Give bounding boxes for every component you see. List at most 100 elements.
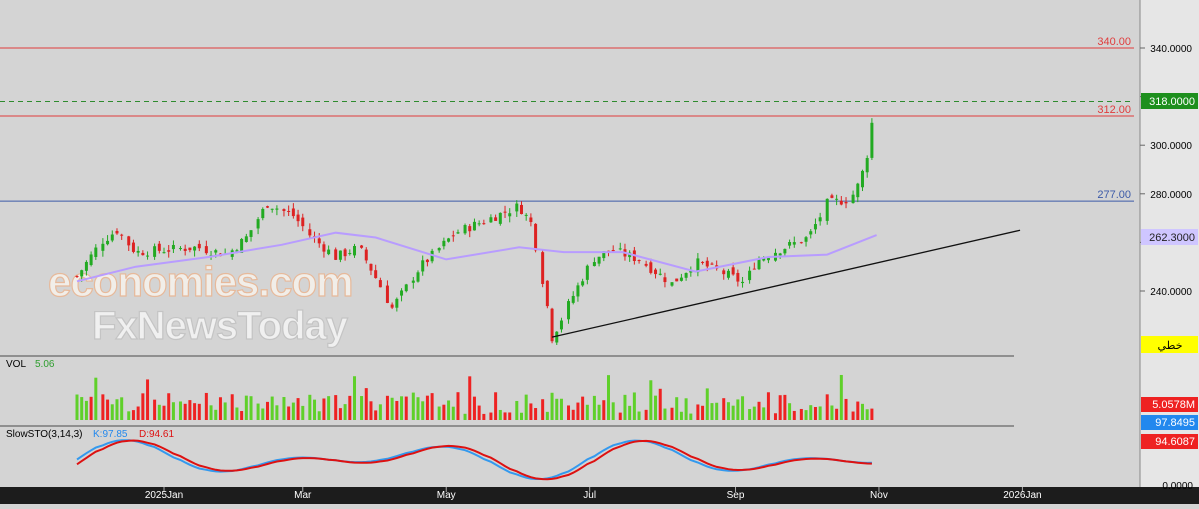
candle-body bbox=[378, 280, 382, 288]
candle-body bbox=[75, 275, 79, 277]
volume-bar bbox=[80, 397, 84, 420]
volume-bar bbox=[131, 410, 135, 420]
candle-body bbox=[106, 240, 110, 245]
volume-bar bbox=[670, 407, 674, 420]
volume-bar bbox=[265, 401, 269, 420]
candle-body bbox=[860, 170, 864, 188]
volume-bar bbox=[451, 406, 455, 420]
candle-body bbox=[404, 284, 408, 292]
volume-bar bbox=[472, 396, 476, 420]
volume-bar bbox=[715, 402, 719, 420]
candle-body bbox=[555, 331, 559, 343]
volume-bar bbox=[447, 400, 451, 420]
volume-bar bbox=[153, 399, 157, 420]
candle-body bbox=[675, 278, 679, 282]
candle-body bbox=[670, 282, 674, 286]
candle-body bbox=[171, 244, 175, 250]
time-tick-label: Jul bbox=[583, 490, 596, 501]
volume-bar bbox=[94, 377, 98, 420]
volume-bar bbox=[498, 409, 502, 420]
last-price-box bbox=[1141, 93, 1198, 109]
volume-bar bbox=[136, 406, 140, 420]
chart-type-badge[interactable] bbox=[1141, 336, 1198, 353]
volume-bar bbox=[607, 375, 610, 420]
candle-body bbox=[451, 235, 455, 237]
volume-bar bbox=[287, 406, 291, 420]
volume-last-label: 5.0578M bbox=[1152, 399, 1195, 411]
candle-body bbox=[385, 285, 389, 303]
volume-bar bbox=[752, 406, 756, 420]
candle-body bbox=[270, 208, 274, 210]
volume-bar bbox=[524, 394, 528, 420]
candle-body bbox=[89, 254, 93, 266]
candle-body bbox=[696, 258, 700, 273]
watermark-line-2: FxNewsToday bbox=[92, 304, 349, 348]
candle-body bbox=[710, 263, 714, 265]
volume-bar bbox=[101, 394, 105, 420]
volume-bar bbox=[809, 405, 813, 420]
price-tick-label: 240.0000 bbox=[1150, 287, 1192, 298]
level-label: 312.00 bbox=[1097, 104, 1131, 116]
candle-body bbox=[261, 208, 265, 219]
candle-body bbox=[364, 249, 368, 261]
candle-body bbox=[468, 226, 472, 232]
volume-bar bbox=[369, 401, 373, 420]
candle-body bbox=[519, 204, 523, 215]
volume-bar bbox=[870, 408, 874, 420]
candle-body bbox=[830, 195, 834, 198]
volume-bar bbox=[766, 392, 770, 420]
volume-bar bbox=[519, 412, 523, 420]
candle-body bbox=[120, 234, 124, 236]
candle-body bbox=[141, 252, 145, 256]
volume-bar bbox=[788, 403, 792, 420]
candle-body bbox=[400, 290, 404, 296]
volume-bar bbox=[157, 404, 161, 420]
volume-bar bbox=[430, 393, 434, 420]
volume-bar bbox=[675, 397, 679, 420]
candle-body bbox=[84, 261, 88, 271]
volume-bar bbox=[555, 398, 559, 420]
candle-body bbox=[80, 270, 84, 277]
volume-bar bbox=[385, 395, 389, 420]
volume-bar bbox=[477, 405, 481, 420]
volume-bar bbox=[322, 398, 326, 420]
candle-body bbox=[275, 208, 279, 210]
volume-bar bbox=[374, 410, 378, 420]
candle-body bbox=[726, 270, 730, 278]
volume-bar bbox=[256, 403, 260, 420]
candle-body bbox=[813, 224, 817, 230]
candle-body bbox=[741, 281, 745, 284]
chart-type-badge-label[interactable]: خطي bbox=[1158, 340, 1183, 352]
candle-body bbox=[322, 244, 326, 252]
candle-body bbox=[146, 255, 150, 257]
volume-bar bbox=[835, 408, 839, 420]
volume-bar bbox=[783, 394, 787, 420]
volume-bar bbox=[567, 405, 571, 420]
candle-body bbox=[343, 249, 347, 257]
candle-body bbox=[127, 236, 131, 246]
candle-body bbox=[658, 273, 662, 275]
candle-body bbox=[167, 250, 171, 252]
watermark-line-1: economies.com bbox=[48, 258, 352, 305]
volume-bar bbox=[559, 398, 563, 420]
volume-bar bbox=[244, 395, 248, 420]
candle-body bbox=[477, 223, 481, 225]
price-tick-label: 340.0000 bbox=[1150, 44, 1192, 55]
volume-bar bbox=[508, 412, 512, 420]
candle-body bbox=[752, 268, 756, 270]
volume-bar bbox=[851, 411, 855, 420]
candle-body bbox=[731, 267, 735, 275]
time-tick-label: Nov bbox=[870, 490, 888, 501]
candle-body bbox=[736, 272, 740, 282]
candle-body bbox=[287, 210, 291, 212]
volume-bar bbox=[327, 396, 331, 420]
volume-bar bbox=[534, 408, 538, 420]
volume-bar bbox=[240, 411, 244, 420]
volume-bar bbox=[463, 413, 467, 420]
volume-bar bbox=[731, 405, 735, 420]
candle-body bbox=[442, 240, 446, 247]
volume-bar bbox=[204, 392, 208, 420]
time-tick-label: Mar bbox=[294, 490, 312, 501]
candle-body bbox=[778, 253, 782, 256]
